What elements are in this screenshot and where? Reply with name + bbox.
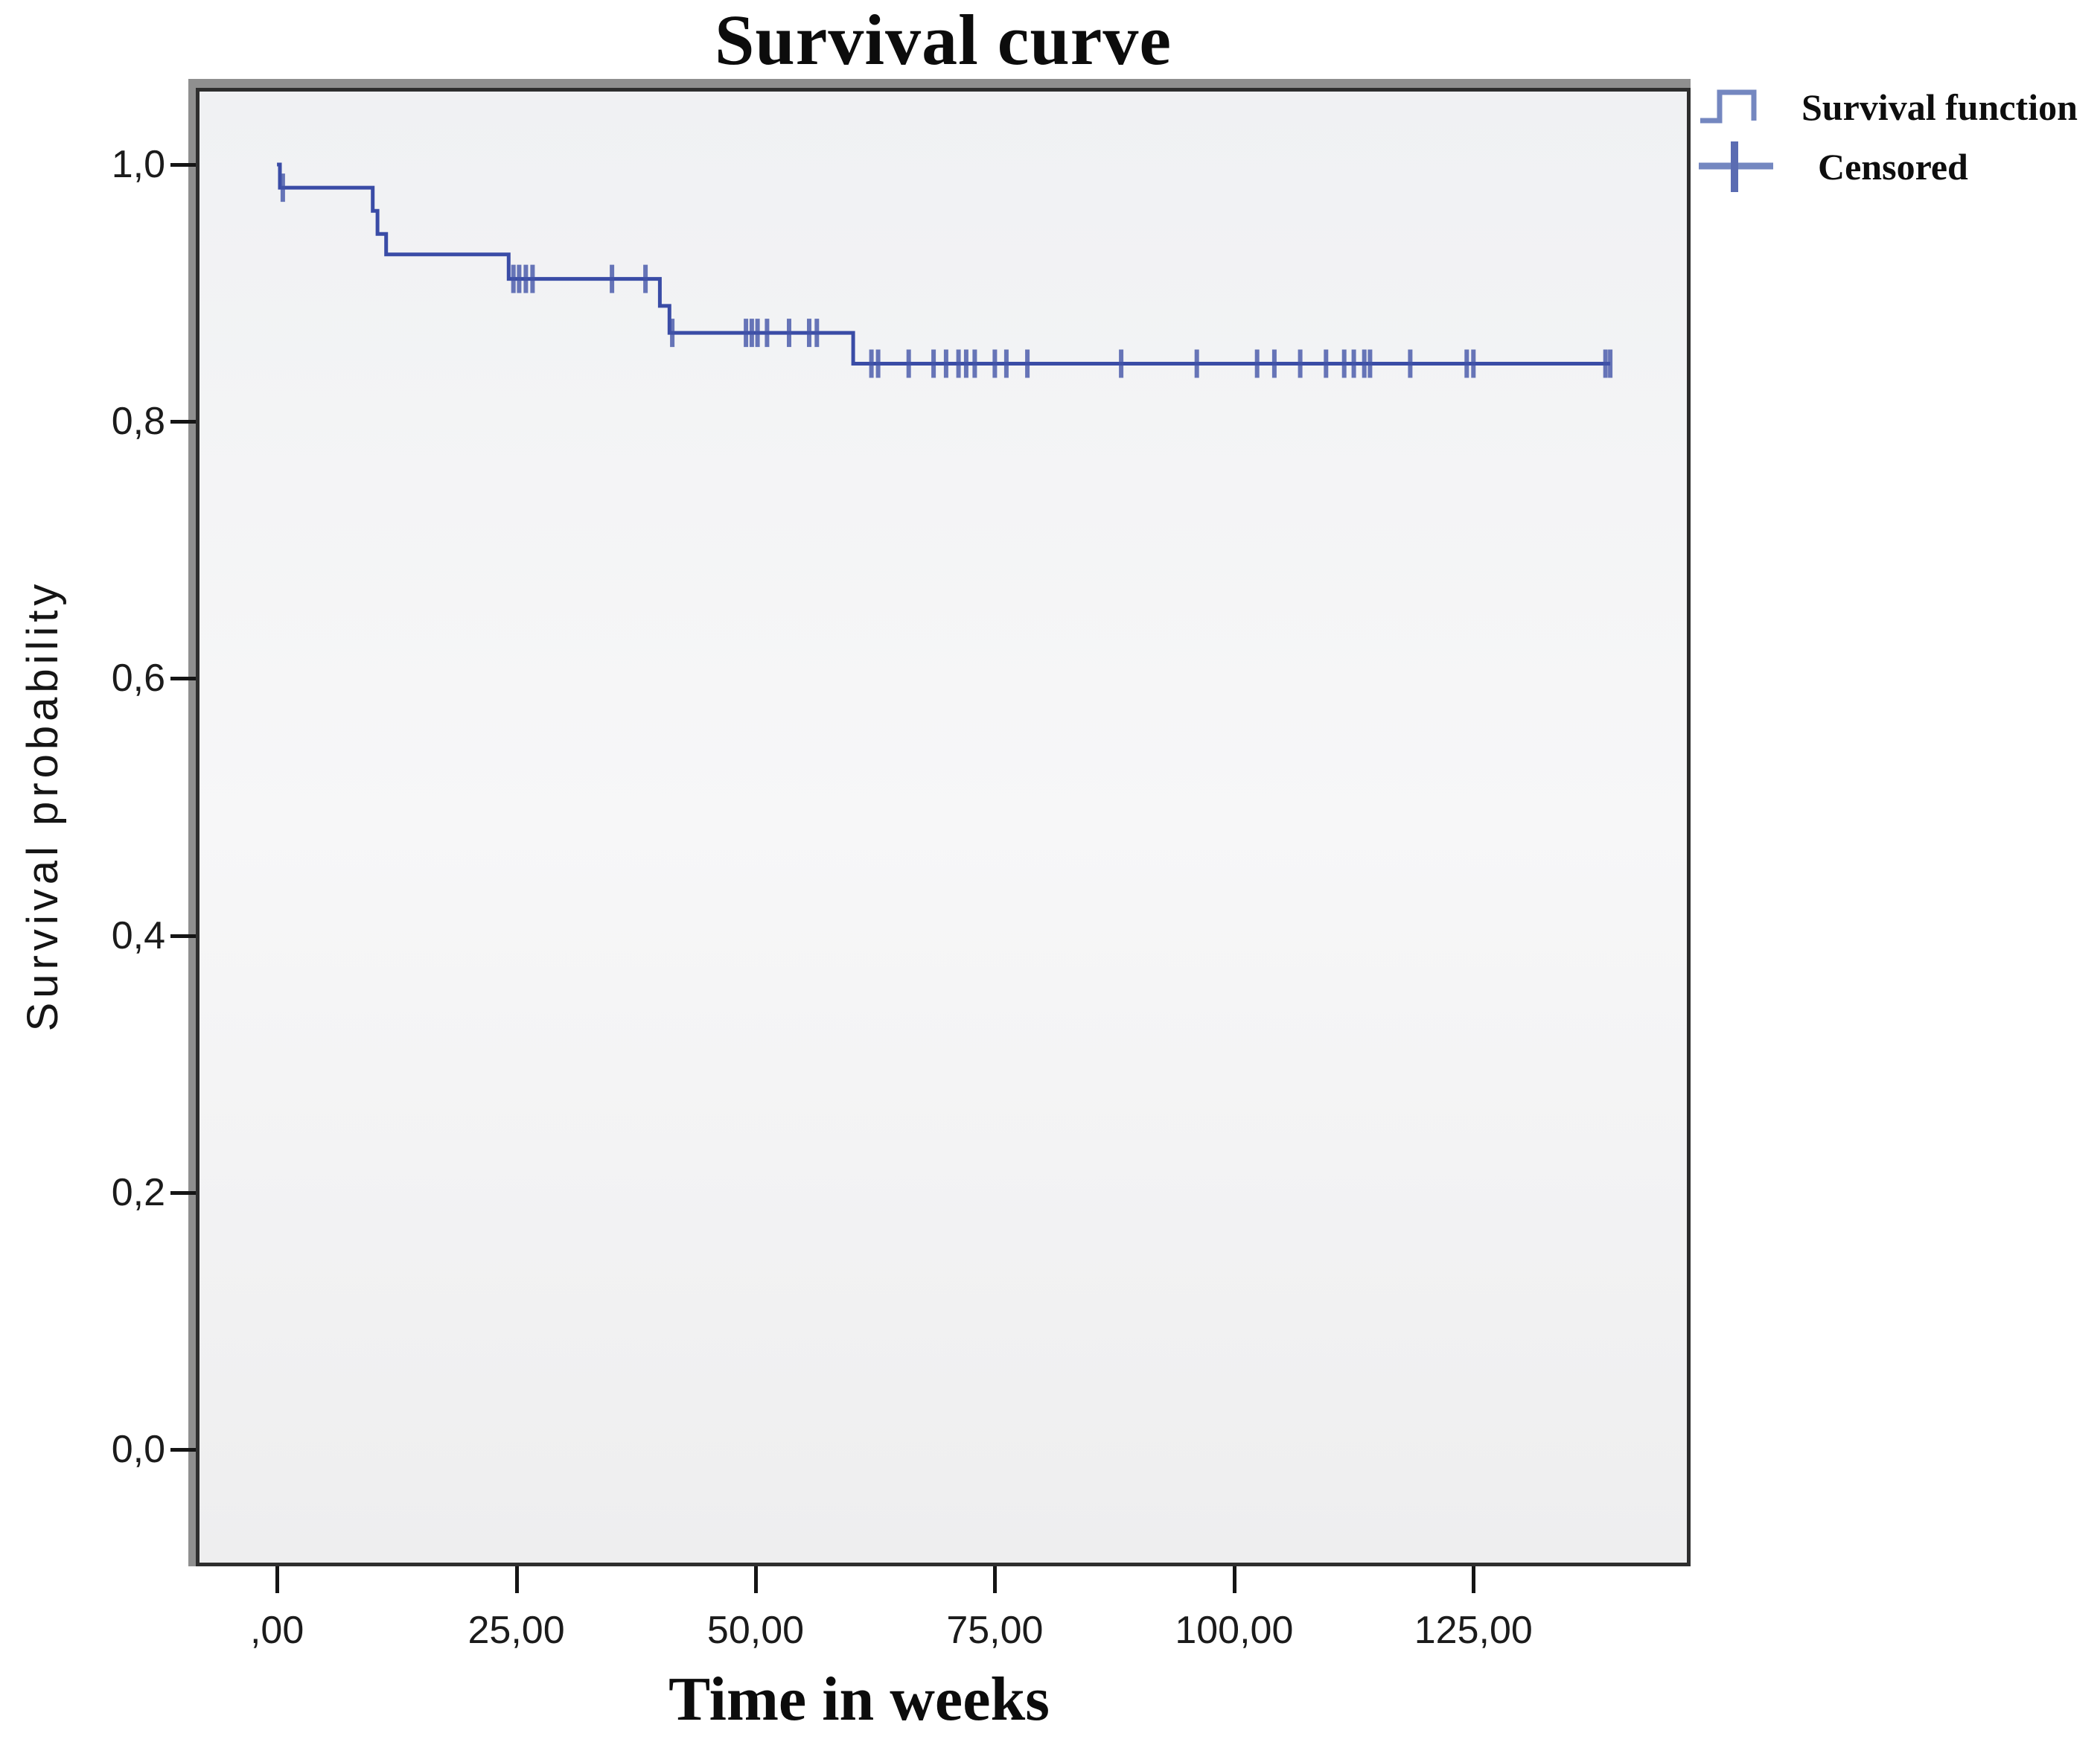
survival-step-line: [277, 162, 1611, 366]
legend-label: Survival function: [1801, 86, 2078, 128]
y-tick-mark: [170, 677, 196, 681]
x-tick-label: 125,00: [1414, 1609, 1533, 1652]
x-tick-mark: [275, 1566, 280, 1593]
x-tick-mark: [754, 1566, 758, 1593]
y-tick-label: 0,6: [111, 657, 165, 701]
plot-area: [196, 88, 1691, 1566]
x-tick-mark: [1472, 1566, 1476, 1593]
y-tick-mark: [170, 1447, 196, 1452]
y-tick-label: 1,0: [111, 143, 165, 187]
y-tick-label: 0,4: [111, 913, 165, 957]
x-tick-label: 50,00: [706, 1609, 805, 1652]
x-tick-label: 100,00: [1175, 1609, 1294, 1652]
chart-title: Survival curve: [715, 0, 1172, 80]
x-tick-mark: [1232, 1566, 1236, 1593]
y-tick-mark: [170, 163, 196, 168]
x-tick-mark: [514, 1566, 519, 1593]
legend-item-censored: Censored: [1697, 137, 2078, 197]
legend-label: Censored: [1818, 146, 1968, 188]
x-tick-mark: [993, 1566, 998, 1593]
censored-marks: [280, 173, 1613, 378]
y-tick-label: 0,2: [111, 1170, 165, 1214]
y-axis-title: Survival probability: [19, 579, 67, 1032]
legend: Survival function Censored: [1697, 77, 2078, 197]
plus-cross-icon: [1699, 141, 1773, 192]
legend-item-survival-function: Survival function: [1697, 77, 2078, 137]
y-tick-mark: [170, 1190, 196, 1195]
y-tick-mark: [170, 420, 196, 424]
y-tick-label: 0,8: [111, 400, 165, 444]
y-tick-label: 0,0: [111, 1427, 165, 1471]
y-tick-mark: [170, 934, 196, 938]
step-line-icon: [1700, 89, 1757, 124]
x-axis-title: Time in weeks: [668, 1665, 1050, 1734]
x-tick-label: 25,00: [467, 1609, 565, 1652]
x-tick-label: 75,00: [946, 1609, 1044, 1652]
x-tick-label: ,00: [249, 1609, 304, 1652]
km-plot-svg: [277, 162, 1613, 378]
